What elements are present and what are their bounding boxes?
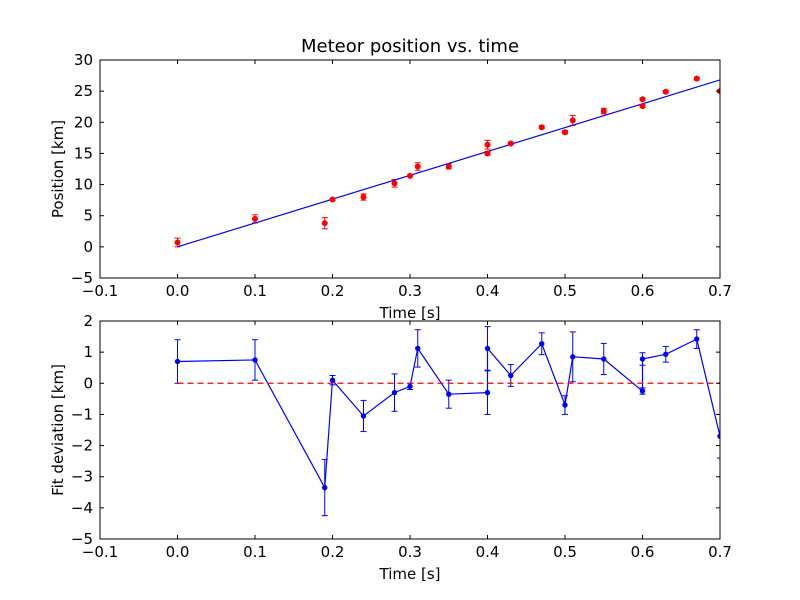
x-tick-label: 0.0 bbox=[166, 543, 190, 561]
data-point bbox=[391, 180, 398, 187]
data-point bbox=[415, 345, 421, 352]
x-tick-label: 0.5 bbox=[553, 282, 577, 300]
data-point bbox=[360, 194, 367, 201]
y-tick-label: −2 bbox=[71, 437, 93, 455]
y-tick-label: 10 bbox=[74, 176, 93, 194]
x-tick-label: 0.7 bbox=[708, 282, 732, 300]
data-point bbox=[329, 196, 336, 203]
data-point bbox=[562, 129, 568, 136]
x-tick-label: 0.3 bbox=[398, 543, 422, 561]
data-point bbox=[329, 377, 336, 383]
y-tick-label: 5 bbox=[83, 207, 93, 225]
y-axis-label: Fit deviation [km] bbox=[49, 364, 67, 496]
chart-title: Meteor position vs. time bbox=[301, 36, 519, 57]
x-tick-label: 0.6 bbox=[631, 543, 655, 561]
data-point bbox=[174, 358, 181, 365]
fit-line bbox=[177, 79, 720, 248]
x-axis-label: Time [s] bbox=[379, 565, 441, 583]
data-point bbox=[252, 215, 258, 222]
data-point bbox=[484, 141, 491, 148]
x-tick-label: 0.1 bbox=[243, 543, 267, 561]
data-point bbox=[174, 239, 181, 246]
data-point bbox=[539, 341, 545, 347]
x-tick-label: 0.0 bbox=[166, 282, 190, 300]
data-point bbox=[601, 356, 607, 362]
data-point bbox=[600, 108, 607, 115]
y-axis-label: Position [km] bbox=[49, 120, 67, 218]
x-tick-label: −0.1 bbox=[82, 282, 118, 300]
data-point bbox=[538, 124, 545, 131]
y-tick-label: 0 bbox=[83, 374, 93, 392]
plot-area bbox=[100, 321, 720, 539]
y-tick-label: 25 bbox=[74, 82, 93, 100]
y-tick-label: −5 bbox=[71, 269, 93, 287]
data-point bbox=[694, 336, 700, 342]
data-point bbox=[445, 163, 452, 170]
data-point bbox=[446, 391, 452, 397]
data-point bbox=[484, 345, 491, 352]
plot-marks bbox=[174, 326, 720, 517]
y-tick-label: 0 bbox=[83, 238, 93, 256]
data-point bbox=[569, 117, 576, 124]
deviation-panel: −0.1 0.0 0.1 0.2 0.3 0.4 0.5 0.6 0.7 −5 −4 −3 −2 −1 0 1… bbox=[49, 312, 732, 583]
data-point bbox=[484, 150, 491, 157]
data-point bbox=[484, 389, 491, 396]
x-tick-label: 0.4 bbox=[476, 543, 500, 561]
y-tick-label: −1 bbox=[71, 405, 93, 423]
data-point bbox=[639, 96, 646, 103]
y-tick-label: −3 bbox=[71, 468, 93, 486]
position-panel: −0.1 0.0 0.1 0.2 0.3 0.4 0.5 0.6 0.7 −5 0 5 10 15 20 25… bbox=[49, 36, 732, 322]
data-point bbox=[252, 357, 258, 363]
data-point bbox=[414, 163, 421, 170]
data-point bbox=[407, 172, 413, 179]
data-point bbox=[662, 88, 669, 95]
data-point bbox=[639, 388, 646, 394]
y-tick-label: 2 bbox=[83, 312, 93, 330]
x-tick-label: 0.3 bbox=[398, 282, 422, 300]
x-tick-label: 0.2 bbox=[321, 543, 345, 561]
data-point bbox=[508, 372, 514, 379]
data-point bbox=[639, 103, 646, 110]
data-point bbox=[562, 402, 568, 408]
plot-area bbox=[100, 60, 720, 278]
data-point bbox=[391, 389, 398, 396]
data-point bbox=[663, 351, 669, 358]
x-tick-label: 0.6 bbox=[631, 282, 655, 300]
y-tick-label: −5 bbox=[71, 530, 93, 548]
x-tick-label: 0.1 bbox=[243, 282, 267, 300]
data-point bbox=[321, 220, 328, 227]
x-tick-label: 0.7 bbox=[708, 543, 732, 561]
y-tick-label: 1 bbox=[83, 343, 93, 361]
data-point bbox=[507, 140, 514, 147]
data-point bbox=[322, 484, 328, 491]
data-point bbox=[639, 356, 646, 362]
data-point bbox=[360, 413, 367, 419]
data-point bbox=[407, 383, 413, 390]
x-tick-label: −0.1 bbox=[82, 543, 118, 561]
x-axis-label: Time [s] bbox=[379, 304, 441, 322]
y-tick-label: −4 bbox=[71, 499, 93, 517]
x-tick-label: 0.5 bbox=[553, 543, 577, 561]
data-point bbox=[570, 354, 576, 360]
plot-marks bbox=[174, 75, 720, 248]
data-point bbox=[693, 75, 700, 82]
x-tick-label: 0.4 bbox=[476, 282, 500, 300]
y-tick-label: 30 bbox=[74, 51, 93, 69]
y-tick-label: 20 bbox=[74, 113, 93, 131]
x-tick-label: 0.2 bbox=[321, 282, 345, 300]
y-tick-label: 15 bbox=[74, 144, 93, 162]
